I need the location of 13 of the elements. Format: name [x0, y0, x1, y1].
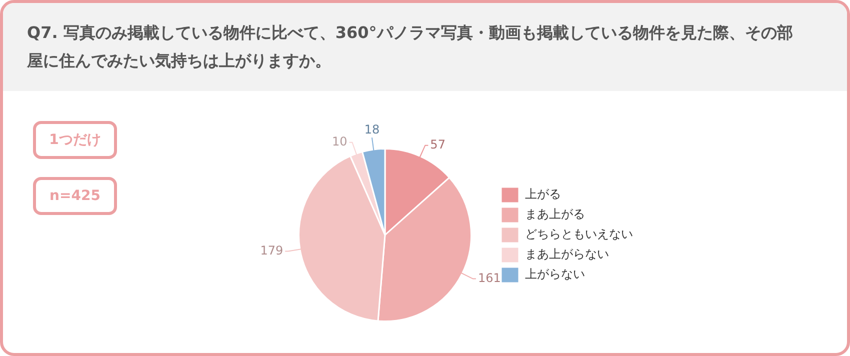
data-label: 57	[430, 137, 446, 152]
data-label: 161	[478, 270, 501, 285]
text: 1つだけ	[33, 121, 117, 159]
legend-label: 上がる	[525, 187, 561, 202]
data-label: 18	[364, 122, 380, 137]
chart-title: Q7. 写真のみ掲載している物件に比べて、360°パノラマ写真・動画も掲載している物件を見た際、その部屋に住んでみたい気持ちは上がりますか。	[3, 3, 847, 91]
text: n=425	[33, 177, 117, 215]
legend-label: 上がらない	[525, 267, 585, 282]
legend-label: どちらともいえない	[525, 227, 633, 242]
legend-label: まあ上がらない	[525, 247, 609, 262]
data-label: 10	[332, 134, 348, 148]
legend-label: まあ上がる	[525, 207, 585, 222]
data-label: 179	[260, 243, 284, 258]
